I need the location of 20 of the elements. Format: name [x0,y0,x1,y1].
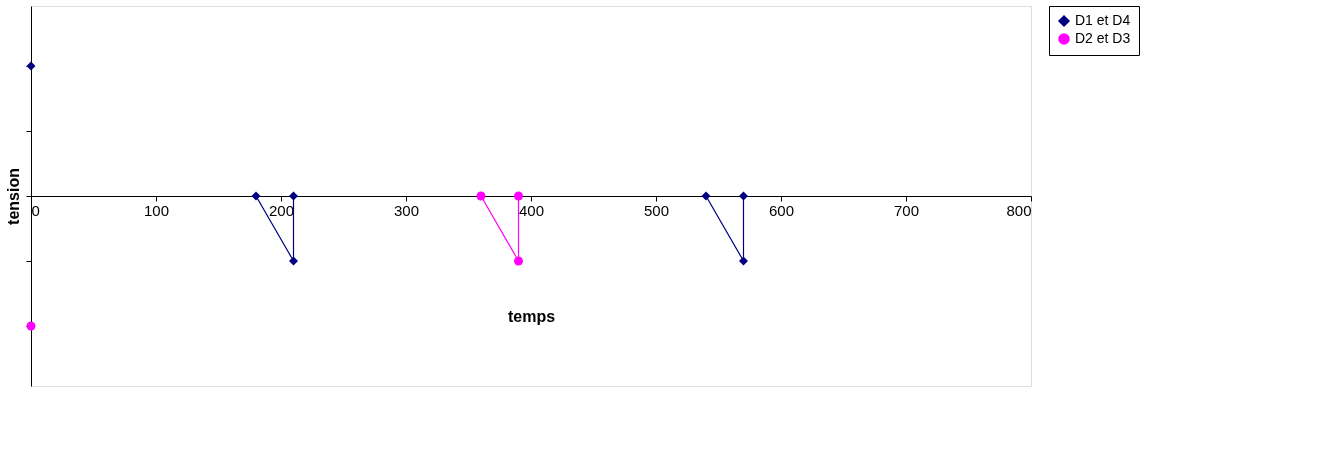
x-tick-label: 0 [31,201,40,219]
y-axis-title: tension [5,168,22,225]
x-tick-label: 200 [268,201,295,219]
legend-label: D2 et D3 [1075,30,1131,46]
point [514,256,523,266]
x-tick-label: 400 [518,201,545,219]
point [26,321,36,331]
x-tick-label: 100 [143,201,170,219]
point [514,191,523,201]
point [251,191,261,201]
x-tick-label: 700 [893,201,920,219]
x-tick-label: 800 [1006,201,1032,219]
x-tick-label: 600 [768,201,795,219]
point [476,191,486,201]
x-tick-label: 300 [393,201,420,219]
x-tick-label: 500 [643,201,670,219]
point [701,191,711,201]
legend-label: D1 et D4 [1075,12,1131,28]
x-axis-title: temps [507,307,556,325]
point [26,61,36,71]
